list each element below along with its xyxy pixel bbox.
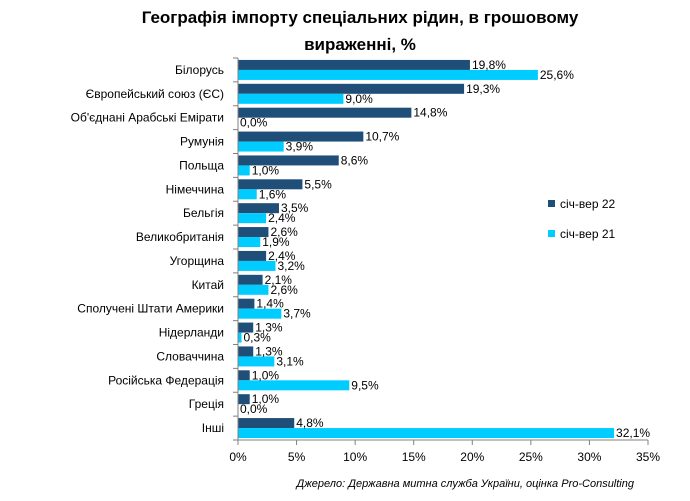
bar [238,227,269,238]
data-label: 2,4% [268,211,296,225]
data-label: 1,4% [256,297,284,311]
category-label: Інші [202,421,224,435]
bar [238,189,257,200]
data-label: 10,7% [365,130,399,144]
data-label: 1,0% [252,368,280,382]
bar [238,346,254,357]
legend-label: січ-вер 21 [560,227,616,241]
bar [238,131,364,142]
bar [238,59,470,70]
bar [238,237,261,248]
data-label: 5,5% [304,177,332,191]
bar [238,250,267,261]
bars-layer [238,59,615,439]
chart-title-line-1: Географія імпорту спеціальних рідин, в г… [141,8,579,27]
category-label: Європейський союз (ЄС) [86,87,224,101]
category-label: Великобританія [136,230,224,244]
source-note: Джерело: Державна митна служба України, … [296,478,634,490]
data-label: 9,5% [351,378,379,392]
category-label: Греція [189,397,224,411]
bar [238,428,615,439]
category-label: Румунія [180,135,224,149]
bar [238,260,276,271]
chart-title-line-2: вираженні, % [304,35,416,54]
bar [238,213,267,224]
data-label: 32,1% [616,426,650,440]
category-label: Китай [192,278,224,292]
bar [238,165,250,176]
data-label: 0,3% [244,331,272,345]
data-label: 1,0% [252,163,280,177]
bar [238,69,538,80]
data-label: 25,6% [540,68,574,82]
bar [238,370,250,381]
bar [238,93,344,104]
data-label: 2,1% [265,273,293,287]
x-tick-label: 5% [288,450,306,464]
data-label: 4,8% [296,416,324,430]
data-label: 2,4% [268,249,296,263]
data-label: 1,9% [262,235,290,249]
x-tick-label: 25% [519,450,543,464]
data-label: 14,8% [413,106,447,120]
legend-swatch [548,200,555,207]
x-tick-label: 35% [636,450,660,464]
bar [238,83,465,94]
data-label: 2,6% [270,225,298,239]
x-tick-label: 20% [460,450,484,464]
bar [238,203,279,214]
x-tick-label: 30% [577,450,601,464]
data-label: 1,0% [252,392,280,406]
bar [238,322,254,333]
legend-label: січ-вер 22 [560,197,616,211]
bar [238,418,295,429]
category-label: Польща [179,158,224,172]
bar [238,179,303,190]
bar [238,356,275,367]
data-label: 3,9% [286,140,314,154]
bar [238,298,255,309]
data-label: 9,0% [345,92,373,106]
legend: січ-вер 22 січ-вер 21 [548,197,616,241]
category-label: Білорусь [175,63,224,77]
data-label: 3,7% [283,307,311,321]
category-label: Нідерланди [159,326,224,340]
data-label: 1,6% [259,187,287,201]
bar [238,107,412,118]
bar [238,284,269,295]
bar [238,394,250,405]
data-label: 1,3% [255,321,283,335]
bar [238,308,282,319]
category-label: Російська Федерація [108,373,224,387]
bar [238,332,242,343]
bar [238,155,339,166]
data-label: 0,0% [240,116,268,130]
axis-layer: 0% 5% 10% 15% 20% 25% 30% 35% [229,57,660,464]
data-label: 19,8% [472,58,506,72]
data-label: 1,3% [255,344,283,358]
category-label: Сполучені Штати Америки [77,302,224,316]
legend-swatch [548,230,555,237]
x-tick-label: 10% [343,450,367,464]
category-label: Об'єднані Арабські Емірати [71,111,224,125]
x-tick-label: 0% [229,450,247,464]
category-label: Німеччина [166,182,225,196]
data-label: 2,6% [270,283,298,297]
x-tick-label: 15% [402,450,426,464]
bar [238,380,350,391]
category-label: Бельгія [183,206,224,220]
bar [238,274,263,285]
data-label: 3,1% [276,354,304,368]
data-label: 3,2% [277,259,305,273]
data-label: 8,6% [341,153,369,167]
labels-layer: Білорусь 19,8% 25,6% Європейський союз (ЄС)… [71,58,651,440]
data-label: 0,0% [240,402,268,416]
data-label: 19,3% [466,82,500,96]
category-label: Угорщина [170,254,225,268]
bar [238,141,284,152]
data-label: 3,5% [281,201,309,215]
category-label: Словаччина [156,349,224,363]
